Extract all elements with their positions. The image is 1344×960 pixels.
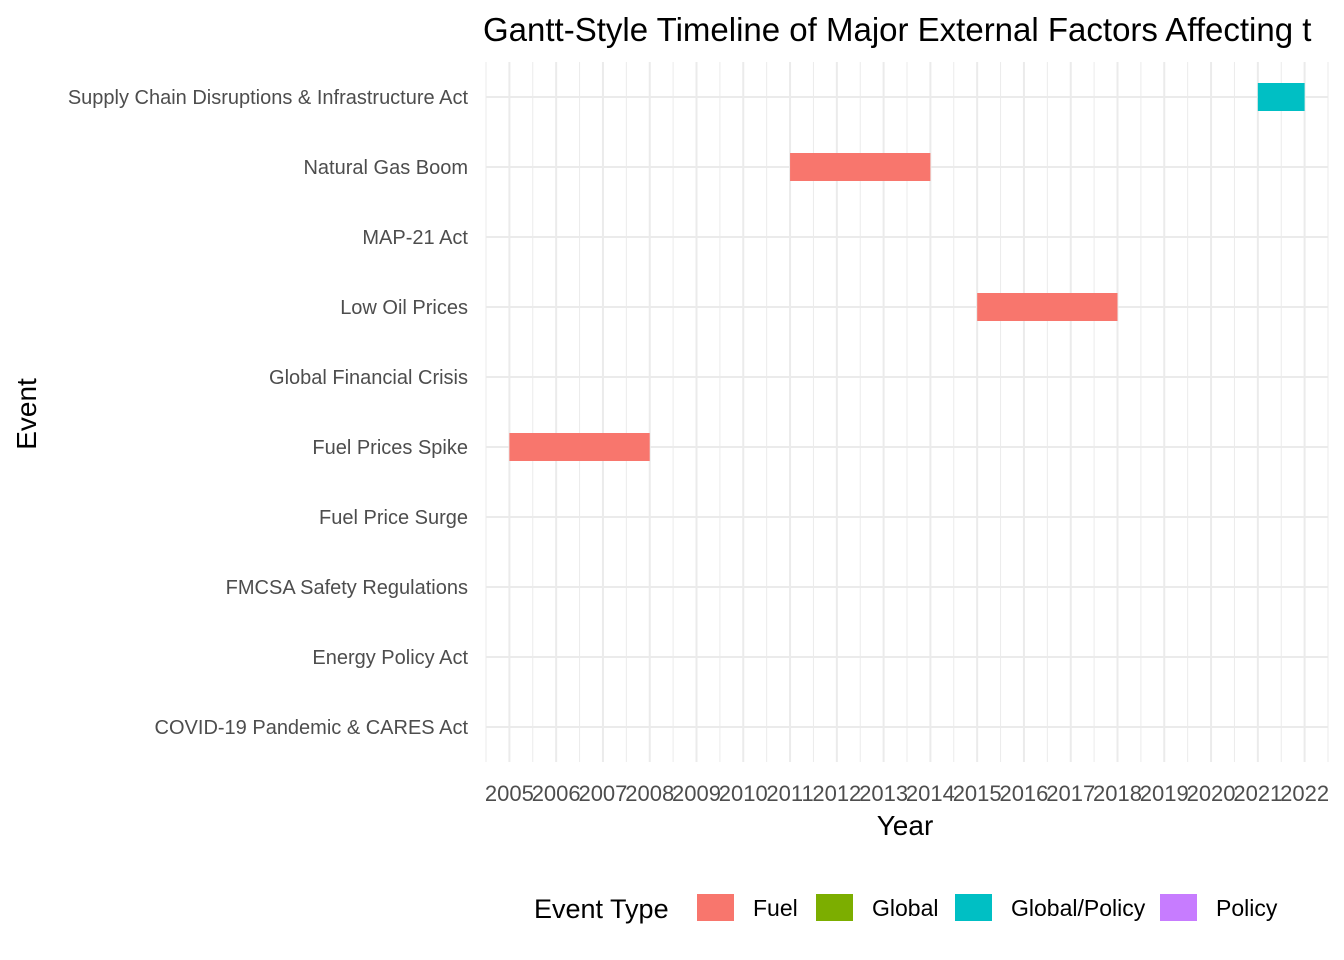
x-tick-label: 2016: [999, 781, 1048, 806]
x-tick-label: 2011: [766, 781, 813, 806]
y-tick-label: Global Financial Crisis: [269, 367, 468, 389]
legend-title: Event Type: [534, 894, 669, 924]
x-tick-label: 2010: [719, 781, 768, 806]
x-tick-label: 2019: [1140, 781, 1189, 806]
gantt-bar: [790, 153, 931, 181]
x-tick-label: 2017: [1046, 781, 1095, 806]
x-axis-title: Year: [877, 810, 934, 841]
y-tick-label: MAP-21 Act: [362, 227, 468, 249]
gantt-bar: [977, 293, 1118, 321]
legend-label: Fuel: [753, 895, 798, 921]
y-tick-label: FMCSA Safety Regulations: [226, 577, 468, 599]
legend-items: Fuel Global Global/Policy Policy: [697, 894, 1278, 921]
x-tick-label: 2020: [1187, 781, 1236, 806]
x-tick-label: 2012: [812, 781, 861, 806]
chart-title: Gantt-Style Timeline of Major External F…: [483, 11, 1311, 48]
y-tick-label: COVID-19 Pandemic & CARES Act: [155, 717, 469, 739]
legend-key-policy: [1160, 894, 1197, 921]
x-tick-label: 2018: [1093, 781, 1142, 806]
y-axis-tick-labels: COVID-19 Pandemic & CARES Act Energy Poli…: [68, 87, 469, 739]
y-tick-label: Natural Gas Boom: [303, 157, 468, 179]
legend-key-global: [816, 894, 853, 921]
y-tick-label: Energy Policy Act: [312, 647, 468, 669]
x-tick-label: 2014: [906, 781, 955, 806]
y-axis-title: Event: [11, 378, 42, 450]
legend-key-global-policy: [955, 894, 992, 921]
x-tick-label: 2013: [859, 781, 908, 806]
legend-label: Global: [872, 895, 938, 921]
legend-label: Global/Policy: [1011, 895, 1146, 921]
y-tick-label: Fuel Price Surge: [319, 507, 468, 529]
x-tick-label: 2006: [532, 781, 581, 806]
timeline-bars: [509, 83, 1305, 461]
y-tick-label: Supply Chain Disruptions & Infrastructur…: [68, 87, 469, 109]
x-tick-label: 2022: [1280, 781, 1329, 806]
y-tick-label: Low Oil Prices: [340, 297, 468, 319]
x-tick-label: 2015: [953, 781, 1002, 806]
x-axis-tick-labels: 2005200620072008200920102011201220132014…: [485, 781, 1329, 806]
legend: Event Type Fuel Global Global/Policy Policy: [534, 894, 1278, 924]
legend-label: Policy: [1216, 895, 1278, 921]
gantt-bar: [1257, 83, 1305, 111]
grid-lines: [485, 62, 1329, 762]
x-tick-label: 2021: [1233, 781, 1282, 806]
x-tick-label: 2005: [485, 781, 534, 806]
legend-key-fuel: [697, 894, 734, 921]
x-tick-label: 2007: [578, 781, 627, 806]
x-tick-label: 2009: [672, 781, 721, 806]
x-tick-label: 2008: [625, 781, 674, 806]
gantt-bar: [509, 433, 650, 461]
y-tick-label: Fuel Prices Spike: [312, 437, 468, 459]
